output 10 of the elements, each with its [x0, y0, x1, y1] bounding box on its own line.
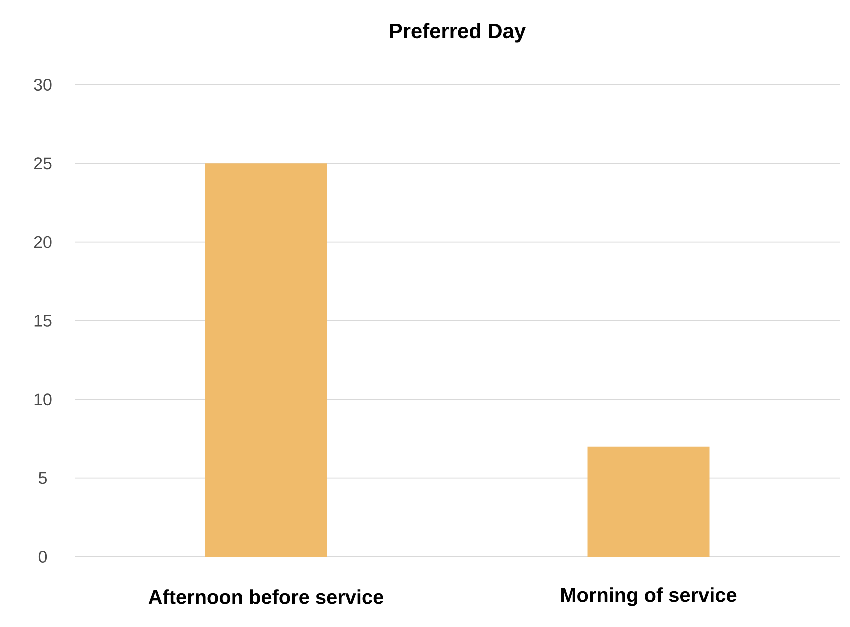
- y-tick-label: 10: [34, 394, 52, 406]
- x-tick-label: Morning of service: [562, 588, 737, 606]
- y-tick-label: 0: [38, 551, 48, 563]
- y-tick-label: 25: [34, 158, 52, 170]
- x-tick-label: Afternoon before service: [148, 590, 384, 604]
- y-tick-label: 20: [34, 236, 52, 248]
- chart-title: Preferred Day: [390, 23, 526, 43]
- y-tick-label: 15: [34, 315, 52, 327]
- y-tick-label: 30: [34, 79, 52, 91]
- y-tick-label: 5: [38, 472, 47, 484]
